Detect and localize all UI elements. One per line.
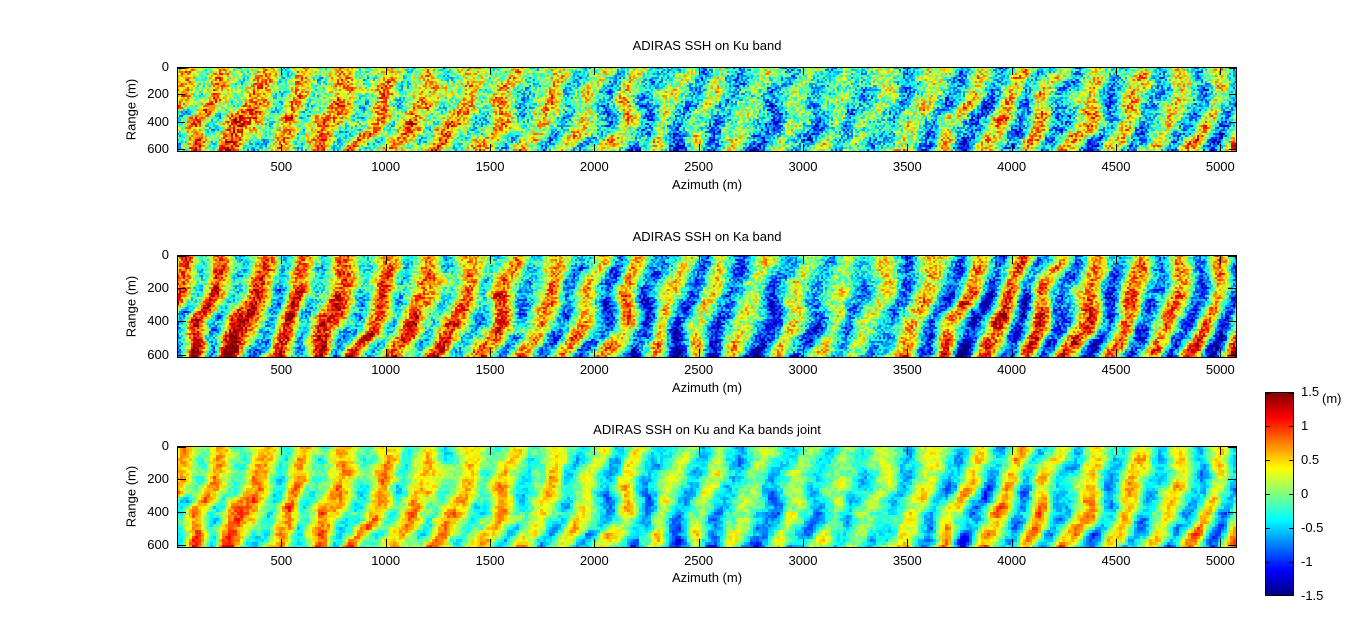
colorbar-tick-label: -1.5 (1301, 588, 1324, 603)
x-tick-label: 1000 (371, 553, 401, 568)
x-tick-label: 1500 (475, 553, 505, 568)
x-tick-label: 4000 (997, 362, 1027, 377)
x-tick-label: 1500 (475, 362, 505, 377)
x-tick-label: 2500 (684, 159, 714, 174)
heatmap-ka-band (177, 255, 1237, 358)
x-tick-label: 2000 (579, 553, 609, 568)
y-tick-label: 200 (147, 280, 169, 296)
plot-title-ku: ADIRAS SSH on Ku band (632, 38, 782, 53)
x-tick-label: 2000 (579, 362, 609, 377)
ylabel-range-ka: Range (m) (123, 275, 139, 337)
colorbar-unit-label: (m) (1322, 391, 1342, 406)
x-tick-label: 2500 (684, 362, 714, 377)
x-tick-label: 4000 (997, 159, 1027, 174)
colorbar-tick-label: 1 (1301, 418, 1309, 433)
x-tick-label: 2500 (684, 553, 714, 568)
x-tick-label: 3500 (892, 553, 922, 568)
ylabel-range-ku: Range (m) (123, 78, 139, 140)
x-tick-label: 3500 (892, 159, 922, 174)
y-tick-label: 0 (161, 59, 169, 74)
x-tick-label: 3000 (788, 553, 818, 568)
y-tick-label: 0 (161, 438, 169, 453)
x-tick-label: 5000 (1205, 553, 1235, 568)
x-tick-label: 4500 (1101, 362, 1131, 377)
y-tick-label: 400 (147, 503, 169, 519)
y-tick-label: 600 (147, 346, 169, 362)
x-tick-label: 5000 (1205, 159, 1235, 174)
y-tick-label: 600 (147, 536, 169, 552)
y-tick-label: 400 (147, 313, 169, 329)
y-tick-label: 0 (161, 247, 169, 262)
xlabel-azimuth-joint: Azimuth (m) (671, 570, 743, 585)
plot-title-joint: ADIRAS SSH on Ku and Ka bands joint (593, 422, 821, 437)
colorbar-tick-label: -0.5 (1301, 520, 1324, 535)
x-tick-label: 3000 (788, 159, 818, 174)
x-tick-label: 3000 (788, 362, 818, 377)
x-tick-label: 1000 (371, 159, 401, 174)
heatmap-ku-band (177, 67, 1237, 152)
x-tick-label: 500 (270, 159, 293, 174)
x-tick-label: 2000 (579, 159, 609, 174)
x-tick-label: 4500 (1101, 553, 1131, 568)
colorbar-tick-label: -1 (1301, 554, 1313, 569)
x-tick-label: 3500 (892, 362, 922, 377)
x-tick-label: 500 (270, 362, 293, 377)
x-tick-label: 4000 (997, 553, 1027, 568)
x-tick-label: 4500 (1101, 159, 1131, 174)
x-tick-label: 1500 (475, 159, 505, 174)
y-tick-label: 400 (147, 113, 169, 129)
y-tick-label: 200 (147, 86, 169, 102)
xlabel-azimuth-ku: Azimuth (m) (671, 177, 743, 192)
ylabel-range-joint: Range (m) (123, 465, 139, 528)
x-tick-label: 5000 (1205, 362, 1235, 377)
y-tick-label: 600 (147, 141, 169, 157)
y-tick-label: 200 (147, 470, 169, 486)
x-tick-label: 1000 (371, 362, 401, 377)
colorbar-tick-label: 0 (1301, 486, 1309, 501)
plot-title-ka: ADIRAS SSH on Ka band (632, 229, 782, 244)
heatmap-joint-bands (177, 446, 1237, 548)
x-tick-label: 500 (270, 553, 293, 568)
colorbar (1265, 392, 1294, 596)
colorbar-tick-label: 1.5 (1301, 384, 1320, 399)
xlabel-azimuth-ka: Azimuth (m) (671, 380, 743, 395)
colorbar-tick-label: 0.5 (1301, 452, 1320, 467)
